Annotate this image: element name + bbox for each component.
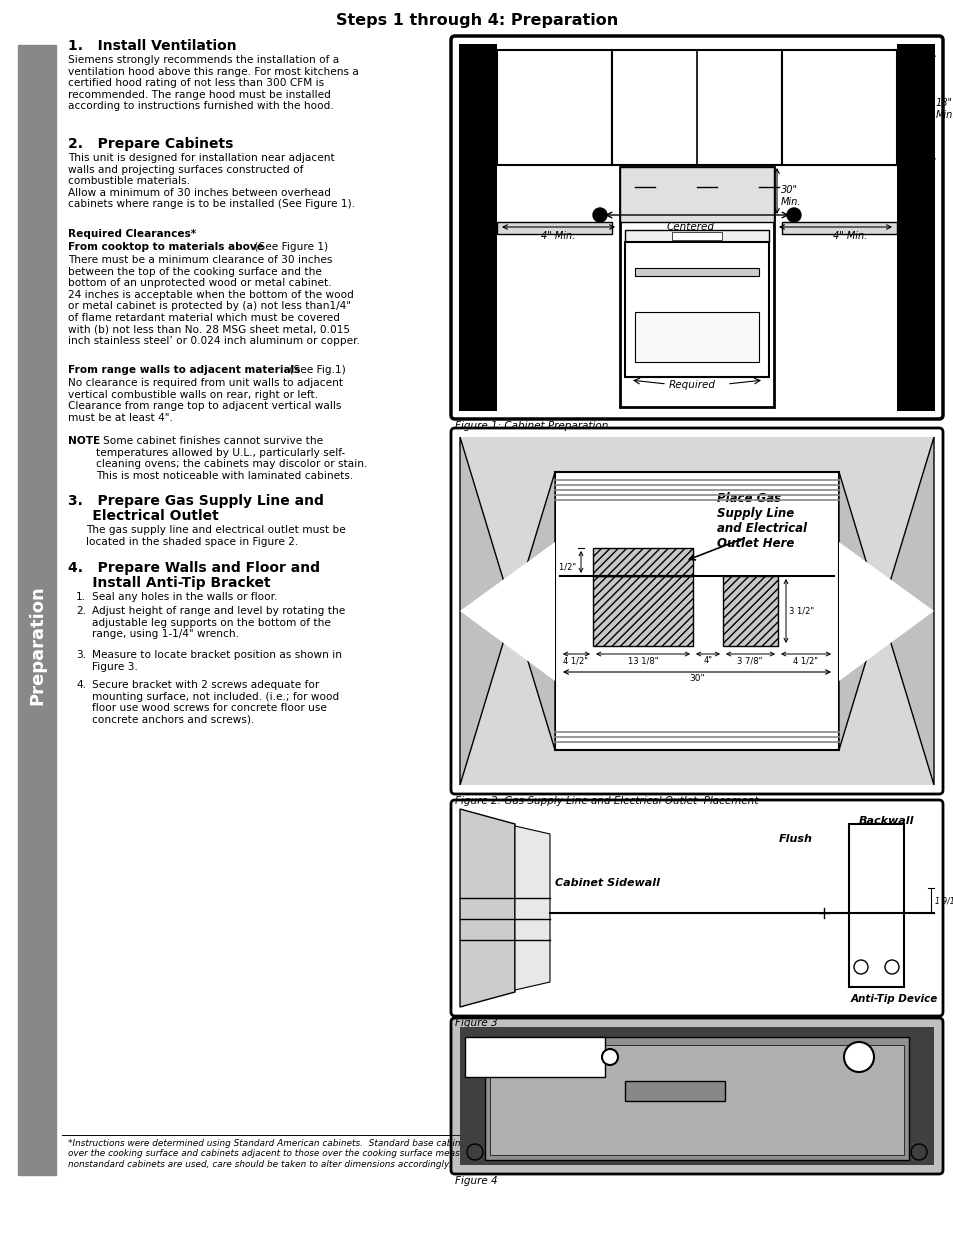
Circle shape <box>910 1144 926 1160</box>
Bar <box>722 576 778 646</box>
Text: 1.   Install Ventilation: 1. Install Ventilation <box>68 40 236 53</box>
Text: Cabinet Sidewall: Cabinet Sidewall <box>555 878 659 888</box>
Bar <box>624 230 768 242</box>
Bar <box>896 44 934 411</box>
Text: Figure 1: Cabinet Preparation: Figure 1: Cabinet Preparation <box>455 421 608 431</box>
Text: Seal any holes in the walls or floor.: Seal any holes in the walls or floor. <box>91 592 277 601</box>
Polygon shape <box>838 542 933 680</box>
Bar <box>458 44 497 411</box>
Text: Preparation: Preparation <box>28 585 46 705</box>
Circle shape <box>843 1042 873 1072</box>
Text: 4.   Prepare Walls and Floor and: 4. Prepare Walls and Floor and <box>68 561 319 576</box>
FancyBboxPatch shape <box>451 1018 942 1174</box>
Text: Steps 1 through 4: Preparation: Steps 1 through 4: Preparation <box>335 14 618 28</box>
Text: 30"
Min.: 30" Min. <box>781 185 801 206</box>
Text: (See Fig.1): (See Fig.1) <box>286 366 345 375</box>
Bar <box>635 268 759 275</box>
Text: 1.: 1. <box>76 592 86 601</box>
Bar <box>497 222 612 233</box>
Text: Gas Connection: Gas Connection <box>473 1047 570 1057</box>
Text: Install Anti-Tip Bracket: Install Anti-Tip Bracket <box>68 576 271 590</box>
Bar <box>781 49 896 165</box>
Text: 4 1/2": 4 1/2" <box>793 656 818 664</box>
Bar <box>593 548 692 576</box>
Text: 2.: 2. <box>76 606 86 616</box>
Text: 18"
Min.: 18" Min. <box>935 98 953 120</box>
Text: 30": 30" <box>688 674 704 683</box>
Text: 2.   Prepare Cabinets: 2. Prepare Cabinets <box>68 137 233 151</box>
Text: Adjust height of range and level by rotating the
adjustable leg supports on the : Adjust height of range and level by rota… <box>91 606 345 640</box>
Text: Figure 4: Figure 4 <box>455 1176 497 1186</box>
Polygon shape <box>515 826 550 990</box>
Circle shape <box>467 1144 482 1160</box>
Text: The gas supply line and electrical outlet must be
located in the shaded space in: The gas supply line and electrical outle… <box>86 525 345 547</box>
Polygon shape <box>459 542 555 680</box>
Text: Anti-Tip Device: Anti-Tip Device <box>850 994 937 1004</box>
Text: 7 1/2": 7 1/2" <box>550 562 576 571</box>
Text: Flush: Flush <box>779 834 812 844</box>
Text: Figure 3: Figure 3 <box>455 1018 497 1028</box>
Text: Siemens strongly recommends the installation of a
ventilation hood above this ra: Siemens strongly recommends the installa… <box>68 56 358 111</box>
Bar <box>635 312 759 362</box>
FancyBboxPatch shape <box>451 800 942 1016</box>
Text: Secure bracket with 2 screws adequate for
mounting surface, not included. (i.e.;: Secure bracket with 2 screws adequate fo… <box>91 680 339 725</box>
Circle shape <box>853 960 867 974</box>
Text: 3.   Prepare Gas Supply Line and: 3. Prepare Gas Supply Line and <box>68 494 323 508</box>
Bar <box>781 222 896 233</box>
FancyBboxPatch shape <box>451 429 942 794</box>
Text: NOTE: NOTE <box>68 436 100 446</box>
Text: Measure to locate bracket position as shown in
Figure 3.: Measure to locate bracket position as sh… <box>91 650 341 672</box>
Text: 3 7/8": 3 7/8" <box>737 656 761 664</box>
Circle shape <box>601 1049 618 1065</box>
Polygon shape <box>459 437 555 785</box>
Text: 3 1/2": 3 1/2" <box>788 606 813 615</box>
Bar <box>848 824 903 987</box>
Bar <box>624 242 768 377</box>
Text: 30" Minimum
Centered: 30" Minimum Centered <box>666 210 736 232</box>
Text: 4" Min.: 4" Min. <box>832 231 866 241</box>
Text: Required Clearances*: Required Clearances* <box>68 228 196 240</box>
Circle shape <box>593 207 606 222</box>
Polygon shape <box>459 809 515 1007</box>
Bar <box>497 49 612 165</box>
Bar <box>464 1037 604 1077</box>
Bar <box>459 1028 933 1165</box>
Text: (See Figure 1): (See Figure 1) <box>251 242 328 252</box>
Bar <box>593 576 692 646</box>
Text: : Some cabinet finishes cannot survive the
temperatures allowed by U.L., particu: : Some cabinet finishes cannot survive t… <box>96 436 367 480</box>
Text: 13 1/8": 13 1/8" <box>627 656 658 664</box>
FancyBboxPatch shape <box>451 36 942 419</box>
Bar <box>671 232 721 240</box>
Text: *Instructions were determined using Standard American cabinets.  Standard base c: *Instructions were determined using Stan… <box>68 1139 658 1168</box>
Text: 4.: 4. <box>76 680 86 690</box>
Polygon shape <box>838 437 933 785</box>
Text: 1 9/16": 1 9/16" <box>934 897 953 905</box>
Text: Figure 2: Gas Supply Line and Electrical Outlet  Placement: Figure 2: Gas Supply Line and Electrical… <box>455 797 758 806</box>
Text: From range walls to adjacent materials: From range walls to adjacent materials <box>68 366 300 375</box>
Bar <box>619 167 773 408</box>
Text: 4" Min.: 4" Min. <box>540 231 575 241</box>
Text: 4 1/2": 4 1/2" <box>563 656 588 664</box>
Bar <box>612 49 781 165</box>
Text: No clearance is required from unit walls to adjacent
vertical combustible walls : No clearance is required from unit walls… <box>68 378 343 422</box>
Bar <box>18 44 56 1174</box>
Circle shape <box>786 207 801 222</box>
Bar <box>459 437 933 785</box>
Text: There must be a minimum clearance of 30 inches
between the top of the cooking su: There must be a minimum clearance of 30 … <box>68 254 359 346</box>
Circle shape <box>884 960 898 974</box>
Bar <box>490 1045 903 1155</box>
Bar <box>484 1037 908 1160</box>
Text: Electrical Outlet: Electrical Outlet <box>68 509 218 522</box>
Text: No Clearance to
Cabinet Wall
Required: No Clearance to Cabinet Wall Required <box>650 357 733 390</box>
Bar <box>619 167 773 222</box>
Text: 4": 4" <box>702 656 712 664</box>
Bar <box>555 472 838 750</box>
Text: Backwall: Backwall <box>858 816 914 826</box>
Text: 3.: 3. <box>76 650 86 659</box>
Text: This unit is designed for installation near adjacent
walls and projecting surfac: This unit is designed for installation n… <box>68 153 355 210</box>
Text: Place Gas
Supply Line
and Electrical
Outlet Here: Place Gas Supply Line and Electrical Out… <box>717 492 806 550</box>
Bar <box>624 1081 724 1100</box>
Text: From cooktop to materials above: From cooktop to materials above <box>68 242 264 252</box>
